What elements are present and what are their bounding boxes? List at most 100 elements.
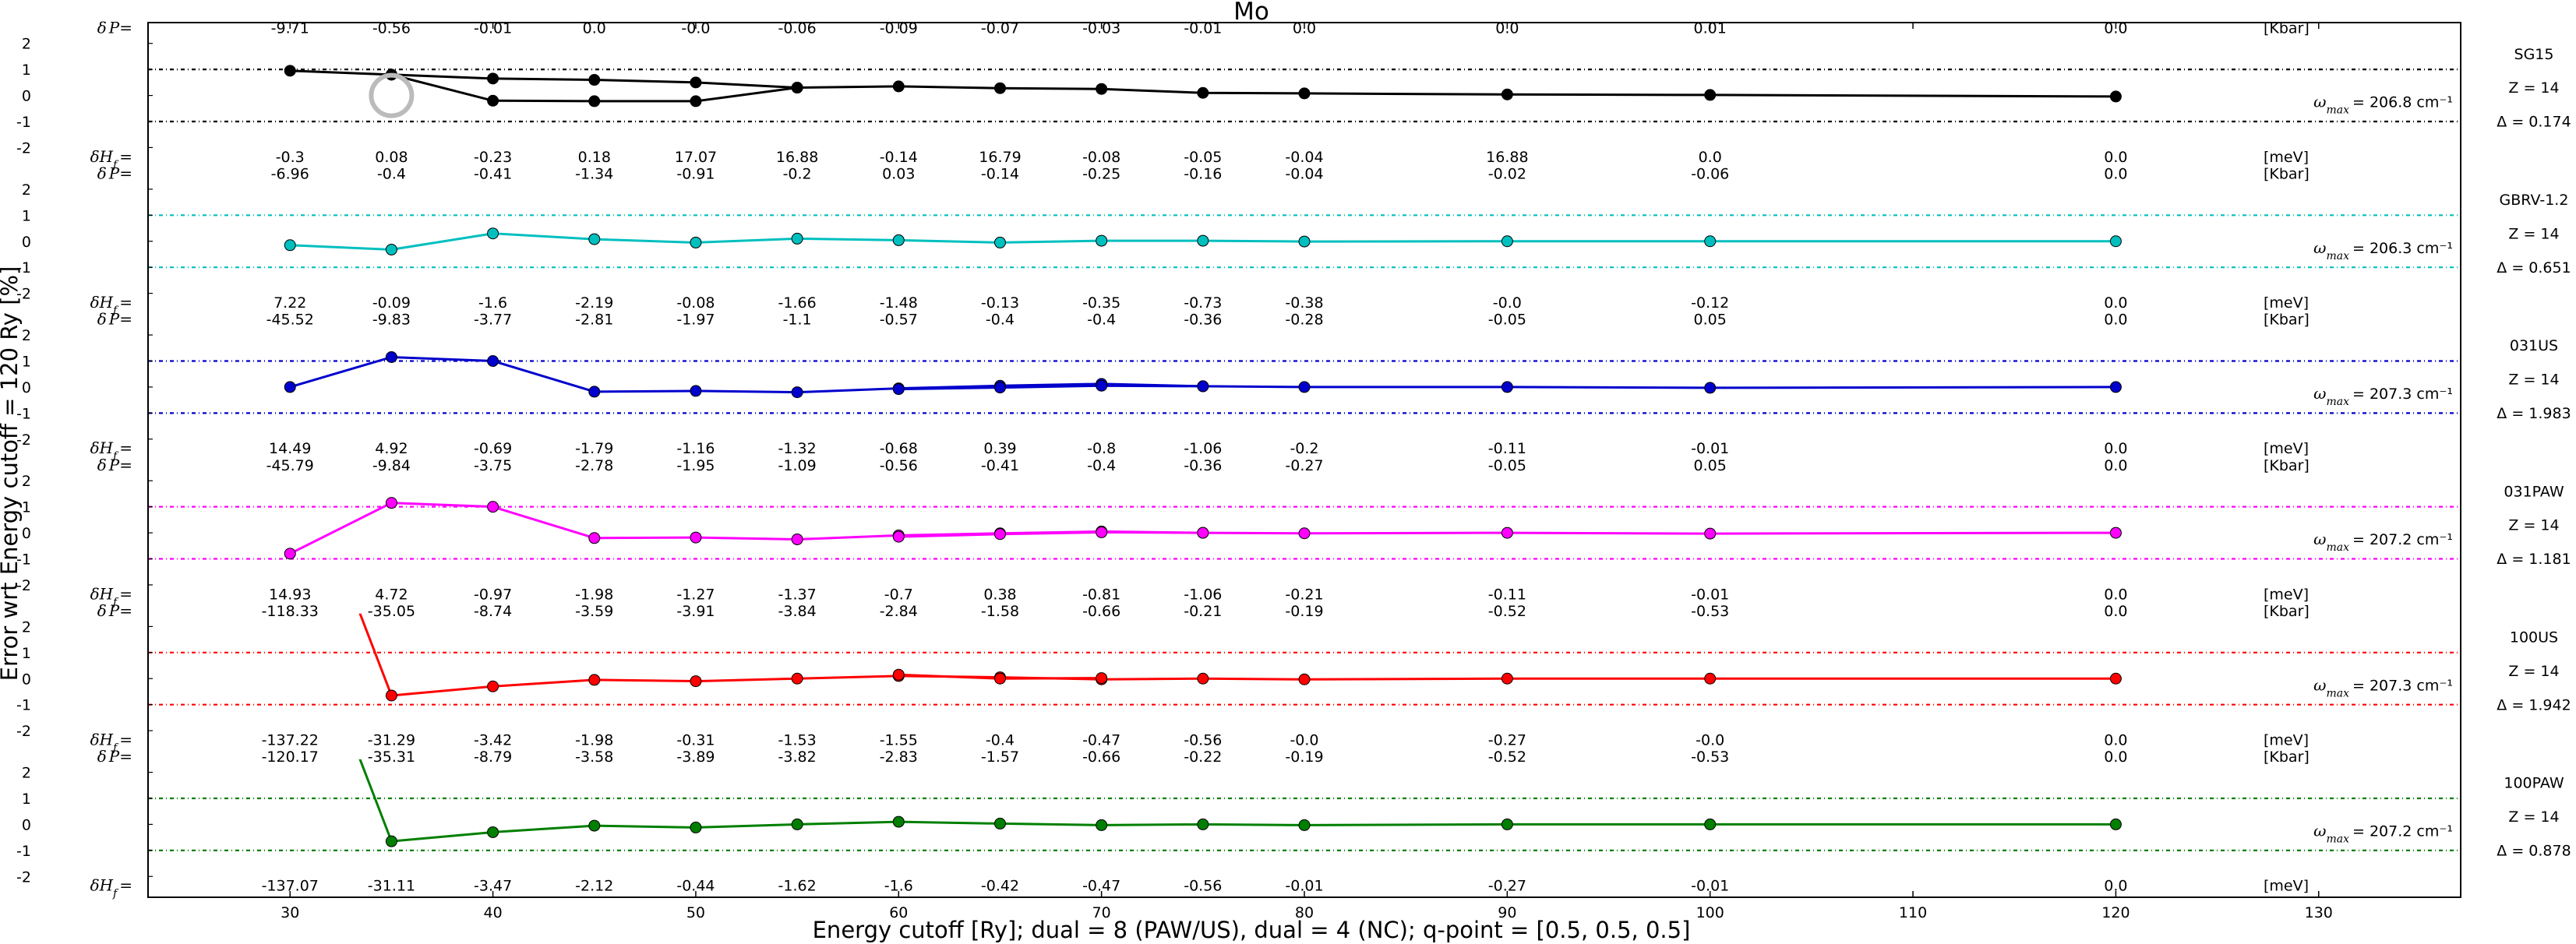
omega-max-label: ωmax = 207.3 cm⁻¹ — [2313, 384, 2453, 408]
delta-label: Δ = 0.651 — [2497, 259, 2571, 277]
pseudo-name: 100US — [2510, 629, 2558, 646]
data-point — [284, 65, 296, 77]
data-point — [1096, 672, 1108, 685]
dH-value: 0.39 — [983, 440, 1016, 457]
panels: 210-1-2δ P=δHf =-9.71-0.3-0.560.08-0.01-0.… — [16, 18, 2571, 900]
dH-value: -1.98 — [575, 731, 613, 749]
dH-value: -0.09 — [372, 294, 411, 312]
data-point — [385, 350, 397, 363]
dP-value: -0.06 — [778, 19, 817, 37]
dP-value: -0.52 — [1488, 749, 1526, 766]
dH-value: -0.21 — [1285, 586, 1323, 603]
data-point — [690, 385, 702, 397]
y-tick-label: 0 — [22, 234, 31, 251]
data-point — [487, 501, 499, 513]
dH-value: 0.0 — [2104, 440, 2127, 457]
dH-unit: [meV] — [2264, 731, 2309, 749]
delta-label: Δ = 1.181 — [2497, 551, 2571, 568]
dP-value: -0.06 — [1691, 166, 1729, 183]
dH-value: -0.27 — [1488, 731, 1526, 749]
data-point — [2109, 381, 2122, 393]
dH-label: δHf = — [90, 293, 132, 317]
dH-value: -0.12 — [1691, 294, 1729, 312]
series-line — [898, 384, 1203, 391]
data-point — [385, 835, 397, 847]
x-tick-label: 80 — [1295, 904, 1314, 921]
data-point — [487, 354, 499, 367]
dH-label: δHf = — [90, 147, 132, 171]
delta-label: Δ = 0.878 — [2497, 843, 2571, 860]
y-tick-label: 1 — [22, 62, 31, 79]
dP-value: -0.14 — [981, 166, 1019, 183]
y-tick-label: -1 — [16, 114, 31, 131]
y-tick-label: 0 — [22, 671, 31, 688]
x-tick-label: 40 — [484, 904, 503, 921]
dP-unit: [Kbar] — [2264, 166, 2310, 183]
dH-value: 17.07 — [675, 149, 717, 166]
dH-value: -1.48 — [880, 294, 918, 312]
data-point — [690, 531, 702, 544]
y-tick-label: 1 — [22, 499, 31, 516]
y-tick-label: 2 — [22, 327, 31, 344]
dP-label: δ P= — [97, 18, 132, 37]
dH-value: 0.08 — [375, 149, 408, 166]
data-point — [1197, 672, 1209, 685]
series-group — [284, 65, 2122, 107]
data-point — [690, 76, 702, 89]
dP-value: -1.57 — [981, 749, 1019, 766]
y-tick-label: -2 — [16, 139, 31, 157]
dP-value: -35.05 — [368, 603, 415, 620]
dP-value: 0.0 — [1495, 19, 1519, 37]
dP-value: -0.09 — [880, 19, 918, 37]
dP-value: -3.77 — [474, 312, 512, 329]
dH-value: -1.79 — [575, 440, 613, 457]
dP-value: -3.58 — [575, 749, 613, 766]
data-point — [1704, 235, 1717, 248]
omega-max-label: ωmax = 206.3 cm⁻¹ — [2313, 238, 2453, 262]
dP-value: -0.56 — [880, 457, 918, 474]
dP-value: 0.0 — [2104, 457, 2127, 474]
omega-max-label: ωmax = 206.8 cm⁻¹ — [2313, 93, 2453, 117]
dP-value: -0.19 — [1285, 749, 1323, 766]
data-point — [993, 672, 1006, 685]
data-point — [993, 528, 1006, 541]
data-point — [2109, 527, 2122, 539]
data-point — [487, 94, 499, 107]
data-point — [588, 74, 601, 86]
dP-value: -0.41 — [474, 166, 512, 183]
dP-value: -0.04 — [1285, 166, 1323, 183]
dP-value: -118.33 — [262, 603, 319, 620]
dH-value: -0.47 — [1082, 731, 1120, 749]
chart-title: Mo — [1233, 0, 1269, 26]
dH-value: 0.0 — [2104, 586, 2127, 603]
data-point — [690, 821, 702, 833]
dH-value: -0.7 — [884, 586, 913, 603]
dH-value: -0.0 — [1290, 731, 1318, 749]
dP-value: -0.07 — [981, 19, 1019, 37]
dH-value: -0.97 — [474, 586, 512, 603]
data-point — [1096, 526, 1108, 538]
data-point — [588, 386, 601, 398]
data-point — [791, 232, 803, 245]
dP-value: 0.0 — [2104, 19, 2127, 37]
dP-value: -6.96 — [271, 166, 309, 183]
data-point — [2109, 818, 2122, 830]
dH-value: -1.6 — [884, 878, 913, 895]
data-point — [1501, 672, 1513, 685]
dP-value: -0.57 — [880, 312, 918, 329]
dP-value: -3.75 — [474, 457, 512, 474]
y-tick-label: -2 — [16, 286, 31, 303]
dP-value: -3.59 — [575, 603, 613, 620]
data-point — [892, 668, 905, 681]
data-point — [1298, 527, 1311, 540]
dP-value: -0.41 — [981, 457, 1019, 474]
dH-value: -0.11 — [1488, 586, 1526, 603]
dP-value: -0.03 — [1082, 19, 1120, 37]
y-tick-label: -1 — [16, 405, 31, 422]
dH-value: -0.0 — [1696, 731, 1724, 749]
dP-value: -0.4 — [1087, 312, 1116, 329]
dH-value: 14.49 — [269, 440, 311, 457]
data-point — [791, 818, 803, 830]
dH-value: 0.18 — [578, 149, 611, 166]
panel-sg15: 2 1 0 -1 -2 δ P= δHf = -9.71 -0.3 -0.56 0.08 -0.01 -0.… — [16, 18, 2571, 171]
